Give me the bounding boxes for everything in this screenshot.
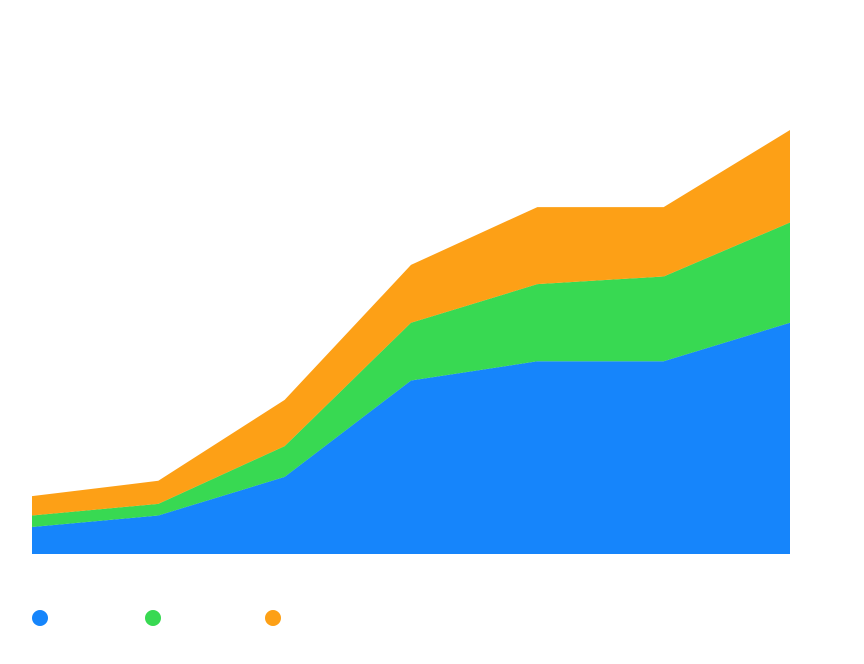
- series-area-1: [32, 322, 790, 554]
- series-area-2: [32, 222, 790, 528]
- legend: [32, 610, 281, 626]
- legend-marker-2[interactable]: [145, 610, 161, 626]
- plot-area: [32, 130, 790, 554]
- legend-marker-1[interactable]: [32, 610, 48, 626]
- legend-marker-3[interactable]: [265, 610, 281, 626]
- series-area-3: [32, 130, 790, 516]
